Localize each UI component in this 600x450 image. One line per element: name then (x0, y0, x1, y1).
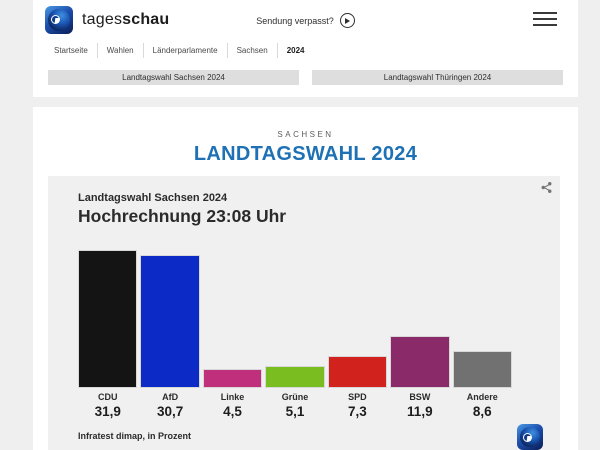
globe-icon (520, 427, 540, 447)
party-value: 31,9 (94, 404, 121, 419)
bar-column-grüne: Grüne 5,1 (265, 245, 325, 419)
party-label: CDU (97, 392, 118, 402)
chart-subtitle: Landtagswahl Sachsen 2024 (78, 192, 228, 204)
party-value: 8,6 (472, 404, 492, 419)
hamburger-menu-icon[interactable] (533, 12, 557, 28)
bar-column-cdu: CDU 31,9 (78, 245, 138, 419)
bar-cdu[interactable] (78, 250, 138, 388)
play-icon[interactable] (339, 13, 355, 28)
party-label: Linke (220, 392, 245, 402)
breadcrumb-item-sachsen[interactable]: Sachsen (228, 43, 278, 58)
tagesschau-logo-icon[interactable] (45, 6, 73, 34)
main-content: SACHSEN LANDTAGSWAHL 2024 Landtagswahl S… (33, 107, 578, 450)
bar-chart: CDU 31,9 AfD 30,7 Linke 4,5 Grüne 5,1 SPD 7,3 BSW 1… (78, 245, 512, 419)
sendung-verpasst-link[interactable]: Sendung verpasst? (33, 13, 578, 28)
results-chart-card: Landtagswahl Sachsen 2024 Hochrechnung 2… (48, 176, 560, 450)
party-value: 4,5 (223, 404, 242, 419)
share-icon[interactable] (540, 181, 553, 199)
party-label: SPD (348, 392, 367, 402)
bar-grüne[interactable] (265, 366, 325, 388)
bar-column-spd: SPD 7,3 (327, 245, 388, 419)
globe-icon (48, 9, 70, 31)
party-label: AfD (162, 392, 179, 402)
sendung-verpasst-label: Sendung verpasst? (256, 15, 334, 26)
chart-source-note: Infratest dimap, in Prozent (78, 431, 192, 441)
tab-landtagswahl-sachsen[interactable]: Landtagswahl Sachsen 2024 (48, 70, 299, 85)
party-value: 7,3 (348, 404, 367, 419)
bar-column-andere: Andere 8,6 (452, 245, 512, 419)
chart-title: Hochrechnung 23:08 Uhr (78, 206, 287, 226)
bar-afd[interactable] (140, 255, 200, 388)
region-kicker: SACHSEN (277, 130, 334, 139)
bar-column-afd: AfD 30,7 (140, 245, 200, 419)
header: tagesschau Sendung verpasst? Startseite W… (33, 0, 578, 97)
party-label: Grüne (281, 392, 309, 402)
party-label: BSW (409, 392, 431, 402)
bar-andere[interactable] (452, 351, 512, 388)
party-value: 11,9 (407, 404, 433, 419)
page-title: LANDTAGSWAHL 2024 (193, 143, 418, 165)
breadcrumb-item-länderparlamente[interactable]: Länderparlamente (144, 43, 228, 58)
breadcrumb-item-2024[interactable]: 2024 (286, 46, 305, 55)
tagesschau-watermark-icon (517, 424, 543, 450)
bar-column-bsw: BSW 11,9 (390, 245, 450, 419)
party-value: 30,7 (156, 404, 184, 419)
bar-linke[interactable] (202, 369, 263, 388)
breadcrumb: Startseite Wahlen Länderparlamente Sachsen 2… (45, 43, 314, 58)
bar-spd[interactable] (327, 356, 388, 388)
bar-column-linke: Linke 4,5 (202, 245, 263, 419)
party-value: 5,1 (285, 404, 305, 419)
tab-landtagswahl-thueringen[interactable]: Landtagswahl Thüringen 2024 (312, 70, 563, 85)
party-label: Andere (466, 392, 498, 402)
breadcrumb-item-startseite[interactable]: Startseite (45, 43, 98, 58)
breadcrumb-item-wahlen[interactable]: Wahlen (98, 43, 144, 58)
header-top-row: tagesschau Sendung verpasst? (33, 0, 578, 40)
election-tabs: Landtagswahl Sachsen 2024 Landtagswahl T… (48, 70, 563, 85)
brand-wordmark[interactable]: tagesschau (82, 11, 170, 28)
bar-bsw[interactable] (390, 336, 450, 388)
